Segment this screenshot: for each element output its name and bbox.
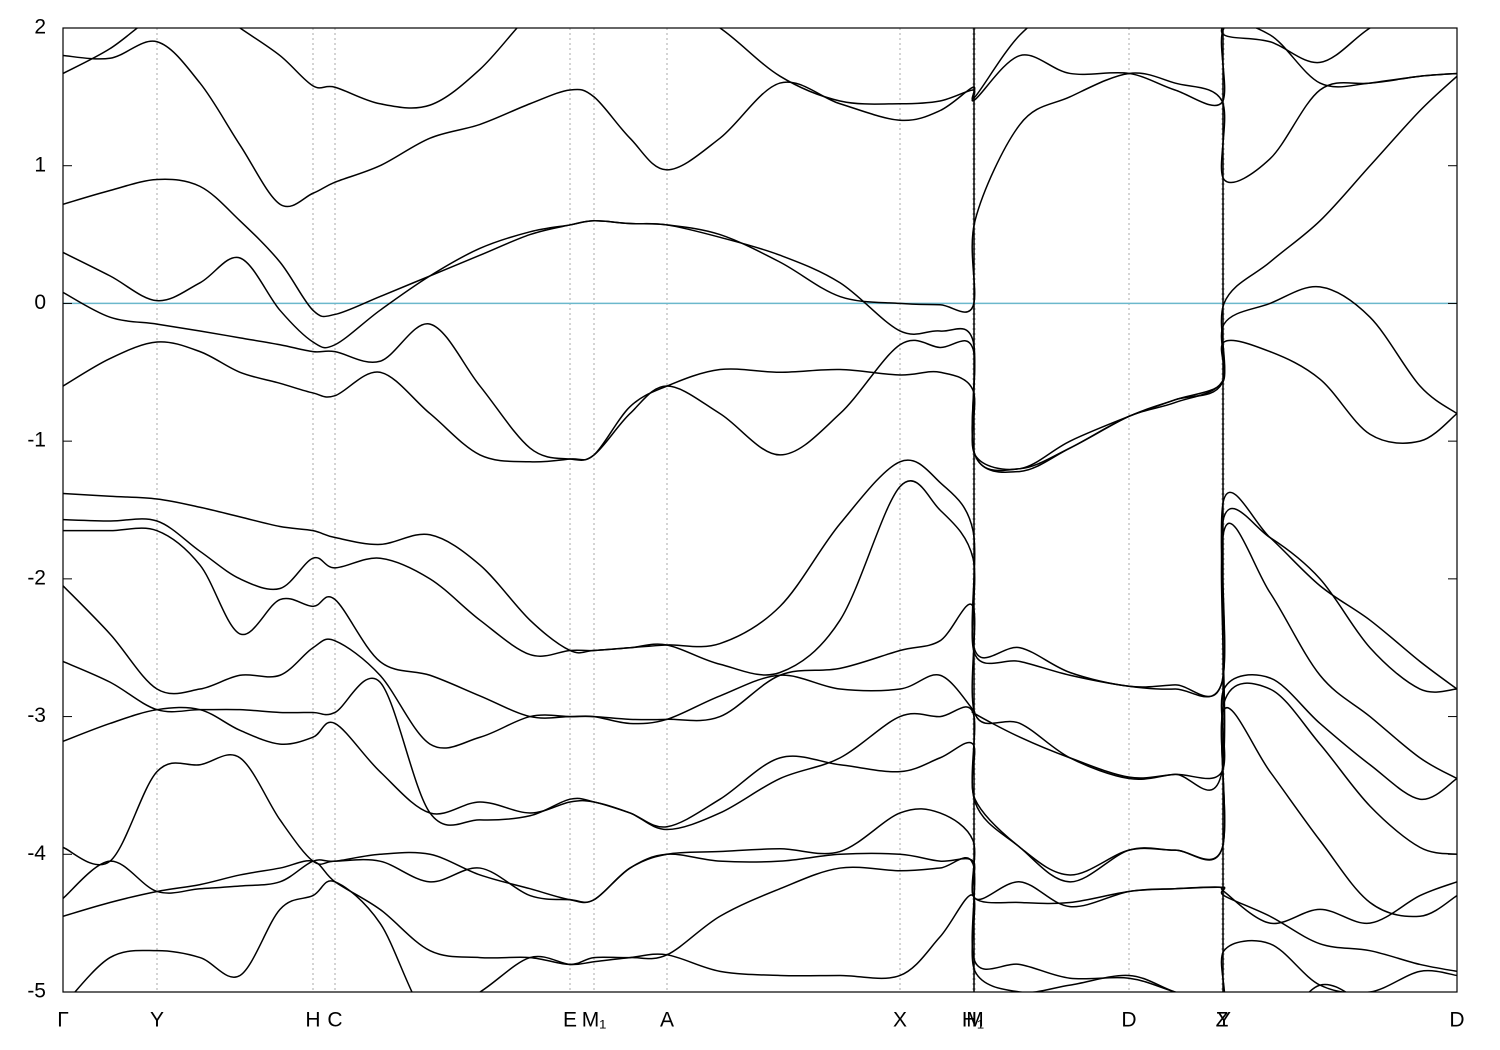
band-line [63, 660, 1457, 876]
x-tick-label: M [966, 1009, 984, 1032]
y-tick-label: -1 [27, 429, 46, 452]
x-tick-label: D [1121, 1009, 1136, 1032]
band-line [73, 880, 1457, 992]
x-tick-label: Z [1216, 1009, 1229, 1032]
band-line [63, 754, 1457, 925]
x-tick-label: M₁ [582, 1009, 607, 1032]
x-tick-label: E [563, 1009, 577, 1032]
x-tick-label: D [1449, 1009, 1464, 1032]
band-line [63, 28, 1372, 208]
band-line [63, 706, 1457, 918]
x-tick-label: Y [150, 1009, 164, 1032]
plot-frame [62, 27, 1458, 993]
band-line [63, 585, 1457, 800]
y-tick-label: 0 [34, 291, 46, 314]
bands-layer [63, 28, 1457, 992]
x-tick-label: Γ [57, 1009, 69, 1032]
y-tick-label: -5 [27, 980, 46, 1003]
y-tick-label: -2 [27, 566, 46, 589]
y-tick-label: -4 [27, 842, 46, 865]
y-tick-label: -3 [27, 704, 46, 727]
band-line [63, 459, 1457, 698]
x-tick-label: H₁ [962, 1009, 984, 1032]
band-line [63, 522, 1457, 791]
y-tick-label: 2 [34, 16, 46, 39]
x-tick-label: Y [1217, 1009, 1231, 1032]
x-tick-label: H [305, 1009, 320, 1032]
band-line [63, 857, 1457, 992]
band-line [63, 28, 1457, 109]
band-line [63, 72, 1457, 318]
band-line [63, 285, 1457, 473]
band-line [63, 480, 1457, 698]
grid-layer [62, 28, 1458, 992]
y-tick-label: 1 [34, 153, 46, 176]
band-line [63, 75, 1457, 472]
x-tick-label: X [893, 1009, 907, 1032]
x-tick-label: C [327, 1009, 342, 1032]
band-line [63, 339, 1457, 471]
x-tick-label: A [660, 1009, 674, 1032]
